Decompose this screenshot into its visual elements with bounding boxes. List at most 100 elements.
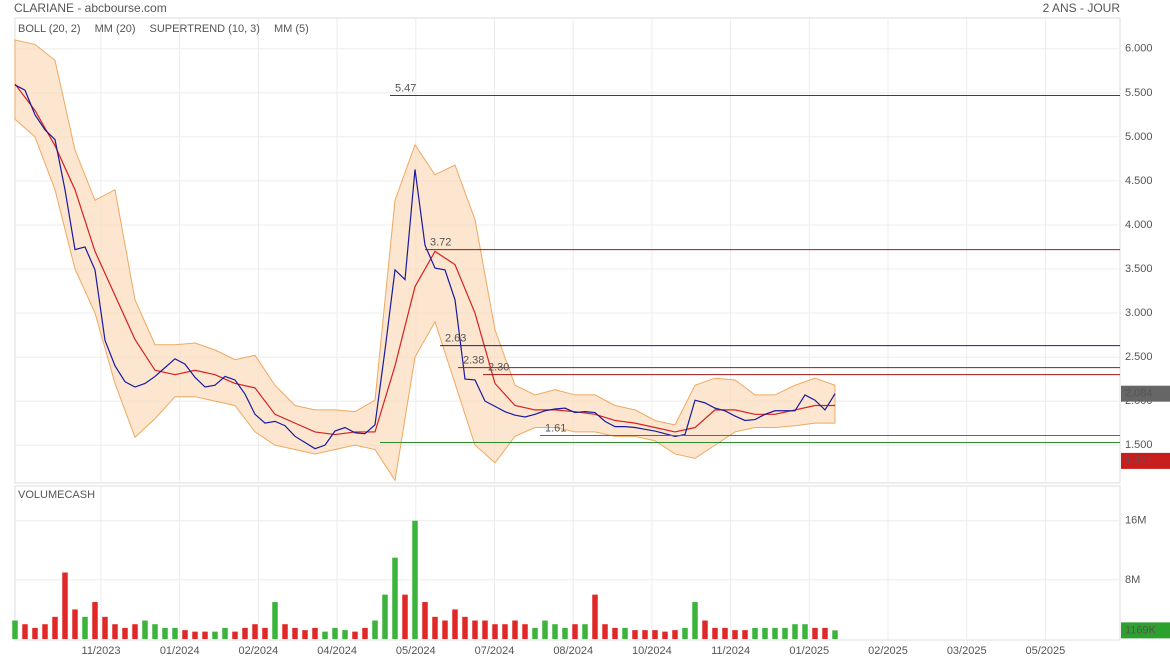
y-tick-label: 16M [1125, 515, 1146, 527]
volume-bar [392, 557, 398, 639]
legend-entry: BOLL (20, 2) [18, 23, 81, 35]
volume-bar [142, 620, 148, 639]
x-tick-label: 02/2025 [868, 645, 908, 657]
volume-bar [632, 630, 638, 639]
y-tick-label: 1.500 [1125, 439, 1153, 451]
y-tick-label: 3.500 [1125, 263, 1153, 275]
x-tick-label: 03/2025 [947, 645, 987, 657]
volume-bar [662, 631, 668, 639]
volume-bar [832, 630, 838, 639]
volume-bar [512, 620, 518, 639]
volume-bar [692, 602, 698, 639]
volume-bar [22, 624, 28, 639]
level-label: 1.61 [545, 422, 566, 434]
volume-bar [102, 616, 108, 639]
price-tag-box [1121, 385, 1170, 402]
y-tick-label: 2.500 [1125, 351, 1153, 363]
volume-bar [652, 630, 658, 639]
volume-bar [352, 631, 358, 639]
volume-bar [432, 616, 438, 639]
volume-bar [812, 627, 818, 639]
volume-bar [552, 624, 558, 639]
volume-bar [192, 631, 198, 639]
x-tick-label: 10/2024 [632, 645, 672, 657]
volume-bar [542, 620, 548, 639]
volume-bar [222, 627, 228, 639]
x-tick-label: 05/2024 [396, 645, 436, 657]
x-tick-label: 01/2024 [160, 645, 200, 657]
price-line [14, 83, 835, 436]
volume-bar [232, 631, 238, 639]
volume-bar [32, 627, 38, 639]
volume-tag-box [1121, 622, 1170, 639]
y-tick-label: 5.000 [1125, 131, 1153, 143]
price-line [14, 84, 836, 450]
volume-bar [342, 630, 348, 639]
volume-bar [112, 624, 118, 639]
volume-bar [752, 627, 758, 639]
level-label: 2.30 [488, 362, 509, 374]
volume-bar [282, 624, 288, 639]
volume-bar [462, 616, 468, 639]
volume-bar [612, 627, 618, 639]
volume-bar [792, 624, 798, 639]
volume-bar [332, 627, 338, 639]
volume-bar [162, 627, 168, 639]
volume-bar [742, 630, 748, 639]
y-tick-label: 4.000 [1125, 219, 1153, 231]
level-label: 3.72 [430, 237, 451, 249]
volume-bar [382, 594, 388, 639]
volume-bar [592, 594, 598, 639]
x-tick-label: 01/2025 [789, 645, 829, 657]
volume-panel [14, 485, 1121, 641]
price-tag-box [1121, 452, 1170, 469]
volume-bar [482, 620, 488, 639]
volume-bar [762, 627, 768, 639]
x-tick-label: 07/2024 [475, 645, 515, 657]
volume-bar [502, 624, 508, 639]
level-label: 2.63 [445, 333, 466, 345]
volume-bar [42, 624, 48, 639]
volume-bar [322, 631, 328, 639]
legend-entry: SUPERTREND (10, 3) [150, 23, 260, 35]
chart-title: CLARIANE - abcbourse.com [14, 1, 167, 15]
volume-bar [252, 624, 258, 639]
y-tick-label: 3.000 [1125, 307, 1153, 319]
volume-bar [732, 630, 738, 639]
x-tick-label: 08/2024 [553, 645, 593, 657]
volume-bar [442, 620, 448, 639]
volume-bar [12, 620, 18, 639]
x-tick-label: 11/2024 [711, 645, 750, 657]
x-tick-label: 11/2023 [82, 645, 121, 657]
volume-bar [492, 624, 498, 639]
volume-bar [622, 627, 628, 639]
volume-bar [302, 630, 308, 639]
volume-bar [412, 520, 418, 639]
legend-entry: MM (20) [95, 23, 136, 35]
period: 2 ANS - JOUR [1043, 1, 1121, 15]
volume-bar [672, 630, 678, 639]
volume-bar [782, 627, 788, 639]
volume-bar [72, 609, 78, 639]
y-tick-label: 5.500 [1125, 87, 1153, 99]
volume-bar [422, 602, 428, 639]
legend-entry: MM (5) [274, 23, 309, 35]
volume-bar [292, 627, 298, 639]
volume-bar [172, 627, 178, 639]
volume-bar [702, 620, 708, 639]
y-tick-label: 4.500 [1125, 175, 1153, 187]
volume-bar [562, 627, 568, 639]
volume-bar [262, 627, 268, 639]
price-tag: 2.084 [1125, 388, 1153, 400]
y-tick-label: 6.000 [1125, 43, 1153, 55]
volume-tag: 1169K [1125, 624, 1157, 636]
volume-bar [152, 624, 158, 639]
volume-bar [642, 630, 648, 639]
volume-title: VOLUMECASH [18, 489, 95, 501]
volume-bar [52, 616, 58, 639]
bollinger-band [14, 39, 836, 482]
level-label: 2.38 [463, 355, 484, 367]
volume-bar [202, 631, 208, 639]
volume-bar [242, 627, 248, 639]
